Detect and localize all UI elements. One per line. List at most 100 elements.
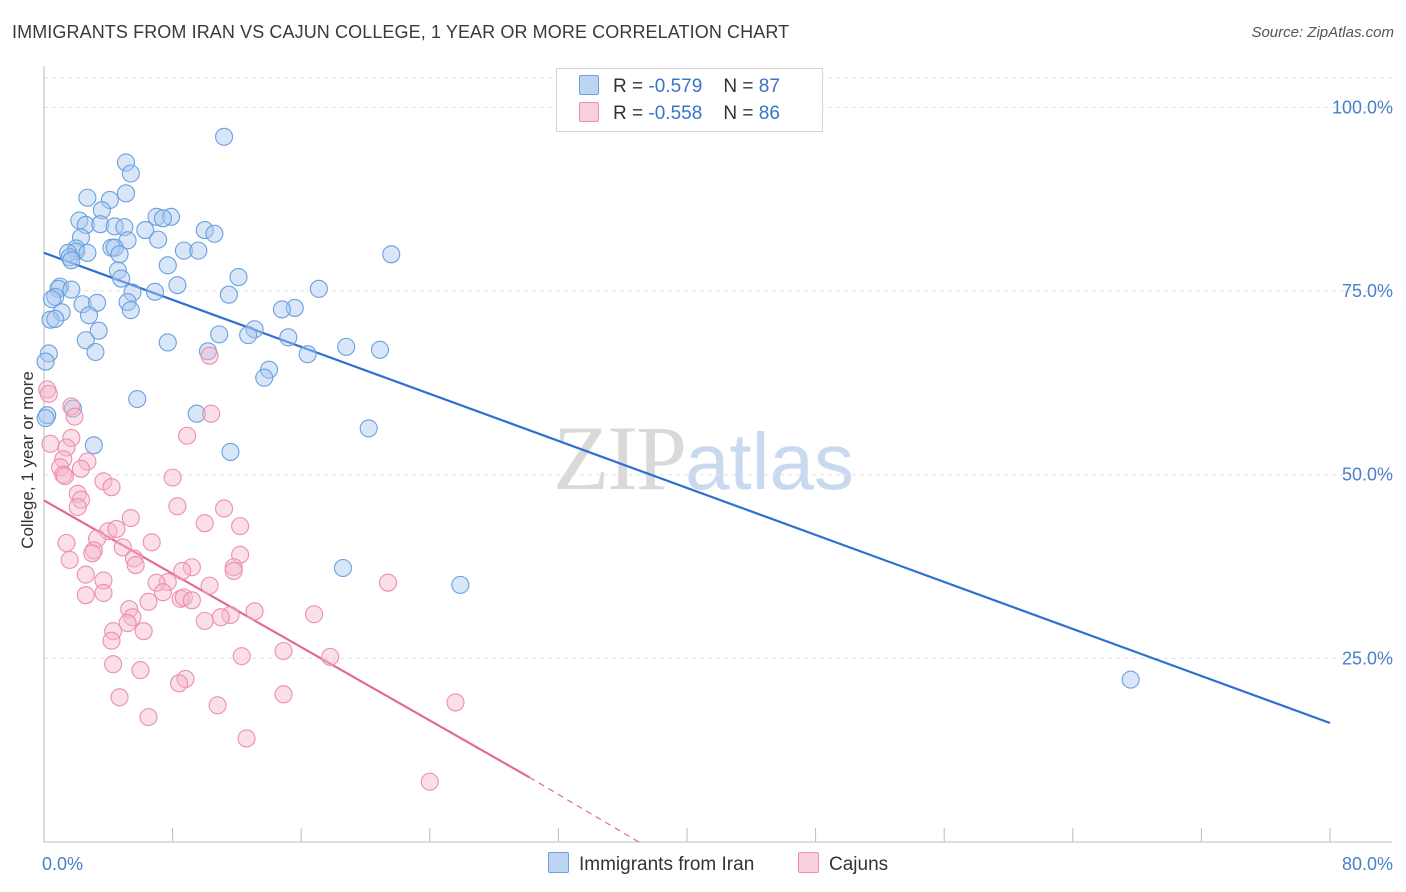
data-point	[76, 565, 95, 584]
trend-line-extension	[529, 776, 640, 843]
data-point	[446, 693, 465, 712]
data-point	[84, 541, 103, 560]
data-point	[116, 184, 136, 203]
data-point	[134, 622, 153, 641]
data-point	[68, 484, 87, 503]
data-point	[60, 248, 79, 267]
data-point	[139, 708, 158, 727]
data-point	[195, 221, 214, 240]
data-point	[147, 573, 166, 592]
data-point	[62, 428, 81, 448]
data-points	[36, 127, 1140, 791]
data-point	[168, 276, 187, 295]
chart-source: Source: ZipAtlas.com	[1251, 24, 1394, 41]
legend-item-cajuns: Cajuns	[798, 852, 888, 876]
correlation-legend: R = -0.579 N = 87 R = -0.558 N = 86	[556, 68, 823, 132]
data-point	[62, 251, 81, 270]
data-point	[46, 287, 65, 306]
data-point	[83, 544, 102, 563]
x-tick-label: 80.0%	[1342, 854, 1393, 874]
data-point	[195, 514, 214, 533]
legend-swatch-iran	[548, 852, 569, 873]
data-point	[52, 303, 71, 322]
data-point	[121, 508, 140, 528]
axes	[43, 66, 1392, 843]
data-point	[189, 241, 208, 260]
data-point	[182, 558, 201, 577]
legend-n-value: 87	[758, 76, 780, 97]
data-point	[118, 614, 137, 633]
data-point	[91, 215, 110, 234]
y-tick-label: 25.0%	[1342, 648, 1393, 668]
data-point	[195, 611, 214, 630]
data-point	[219, 285, 238, 304]
data-point	[451, 575, 470, 594]
data-point	[126, 555, 145, 575]
data-point	[214, 127, 234, 146]
data-point	[94, 571, 113, 590]
data-point	[321, 647, 340, 666]
data-point	[46, 309, 65, 329]
trend-line	[43, 499, 531, 779]
data-point	[123, 608, 142, 627]
data-point	[104, 655, 123, 674]
y-tick-label: 75.0%	[1342, 281, 1393, 301]
data-point	[123, 283, 142, 302]
data-point	[169, 674, 189, 693]
data-point	[274, 685, 293, 704]
data-point	[272, 300, 291, 319]
legend-row-cajuns: R = -0.558 N = 86	[579, 102, 780, 125]
data-point	[60, 550, 79, 569]
data-point	[145, 282, 164, 301]
data-point	[173, 561, 192, 580]
data-point	[200, 576, 219, 595]
x-tick-label: 0.0%	[42, 854, 83, 874]
legend-r-value: -0.558	[648, 103, 703, 124]
data-point	[182, 591, 201, 610]
data-point	[202, 404, 221, 423]
legend-r-value: -0.579	[648, 76, 703, 97]
data-point	[309, 279, 328, 298]
data-point	[42, 290, 62, 309]
data-point	[163, 468, 182, 487]
legend-swatch-cajuns	[579, 102, 599, 122]
data-point	[224, 561, 243, 580]
data-point	[71, 228, 91, 247]
data-point	[153, 583, 173, 602]
data-point	[39, 384, 58, 403]
data-point	[105, 217, 124, 236]
data-point	[237, 729, 256, 748]
legend-swatch-cajuns	[798, 852, 819, 873]
data-point	[112, 269, 131, 288]
legend-item-iran: Immigrants from Iran	[548, 852, 754, 876]
y-tick-label: 50.0%	[1342, 465, 1393, 485]
data-point	[136, 221, 155, 240]
data-point	[128, 389, 147, 409]
data-point	[65, 407, 84, 426]
data-point	[78, 452, 97, 471]
data-point	[71, 459, 91, 478]
data-point	[168, 497, 187, 516]
data-point	[92, 201, 111, 220]
data-point	[205, 224, 224, 243]
data-point	[211, 608, 230, 627]
data-point	[255, 368, 274, 387]
data-point	[1121, 670, 1140, 689]
data-point	[116, 153, 136, 172]
data-point	[102, 631, 121, 650]
data-point	[87, 529, 107, 548]
data-point	[187, 404, 206, 423]
chart-title: IMMIGRANTS FROM IRAN VS CAJUN COLLEGE, 1…	[12, 22, 790, 42]
data-point	[86, 342, 105, 362]
data-point	[153, 209, 173, 228]
data-point	[420, 772, 439, 791]
trend-lines	[43, 251, 1331, 843]
data-point	[78, 243, 97, 262]
data-point	[178, 426, 197, 445]
data-point	[139, 592, 158, 611]
data-point	[78, 188, 97, 207]
data-point	[158, 256, 177, 275]
grid-lines	[44, 77, 1392, 659]
data-point	[41, 434, 60, 453]
